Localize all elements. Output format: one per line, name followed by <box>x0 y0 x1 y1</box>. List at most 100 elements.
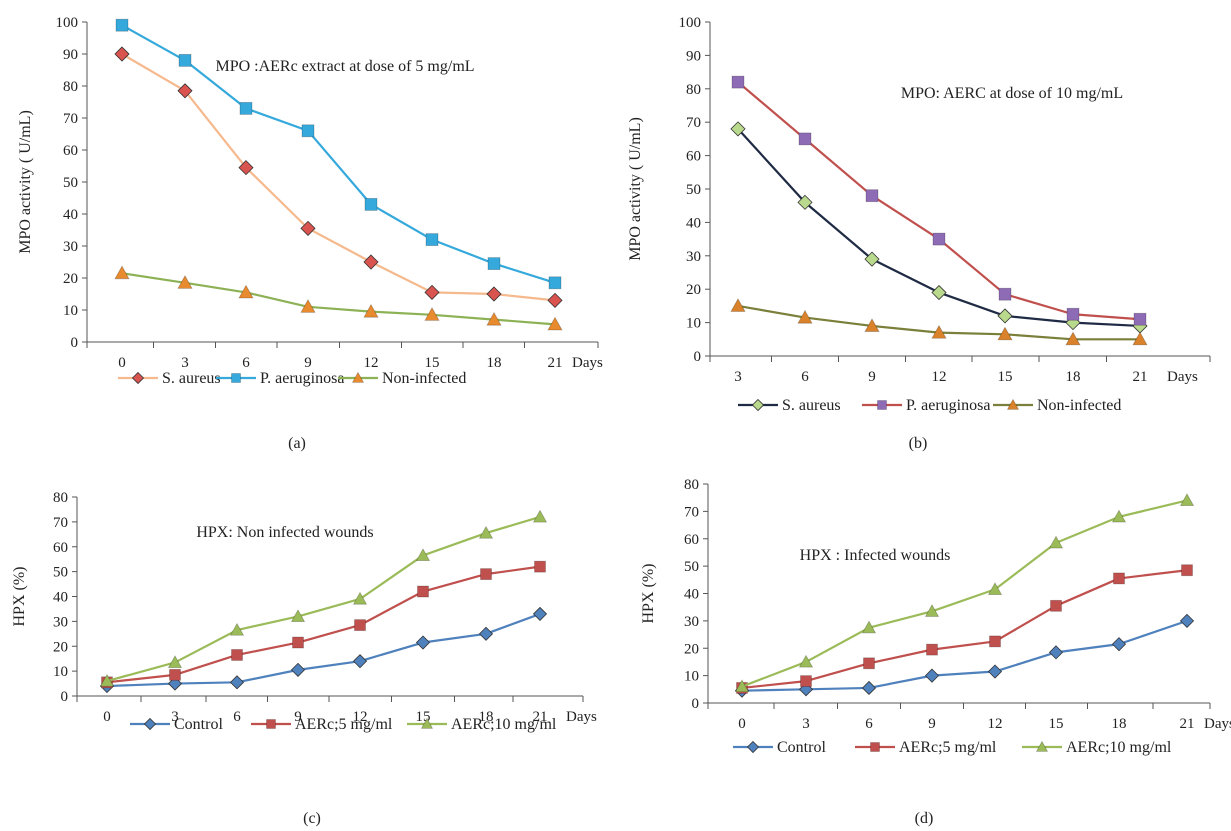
y-tick-label: 90 <box>686 48 701 64</box>
y-tick-label: 40 <box>53 590 68 606</box>
y-axis-title: MPO activity ( U/mL) <box>627 117 644 261</box>
series-line <box>121 24 556 284</box>
series-line <box>106 612 541 688</box>
legend-swatch-marker <box>1035 740 1049 752</box>
x-tick-label: 12 <box>353 709 368 725</box>
legend-entry: S. aureus <box>118 370 221 387</box>
data-point <box>548 276 562 290</box>
series-2 <box>730 298 1148 346</box>
legend-entry: P. aeruginosa <box>216 370 344 387</box>
data-point <box>1048 535 1064 549</box>
data-point <box>478 525 494 539</box>
x-tick-label: 3 <box>802 716 810 732</box>
x-tick-label: 15 <box>425 355 440 371</box>
y-tick-label: 60 <box>684 532 699 548</box>
y-tick-label: 0 <box>61 689 69 705</box>
x-tick-label: 9 <box>304 355 312 371</box>
data-point <box>178 54 192 67</box>
series-0 <box>99 606 548 694</box>
panel-label: (a) <box>288 435 306 452</box>
x-tick-label: 6 <box>865 716 873 732</box>
chart-panel-1: 0 10 20 30 40 50 60 70 80 90 100 3 6 9 12 15 18 21 Days MPO… <box>627 15 1211 452</box>
y-tick-label: 50 <box>63 175 78 191</box>
legend-label: Control <box>777 739 826 756</box>
data-point <box>292 636 304 649</box>
data-point <box>997 308 1013 324</box>
x-tick-label: 18 <box>1066 369 1081 385</box>
data-point <box>115 18 129 32</box>
series-line <box>741 499 1188 688</box>
x-tick-label: 21 <box>1180 716 1195 732</box>
legend-entry: AERc;10 mg/ml <box>1022 739 1172 756</box>
y-tick-label: 0 <box>71 335 79 351</box>
data-point <box>239 102 253 115</box>
chart-title: MPO: AERC at dose of 10 mg/mL <box>901 85 1123 102</box>
y-tick-label: 50 <box>53 565 68 581</box>
data-point <box>863 657 875 670</box>
legend-label: S. aureus <box>782 397 841 414</box>
x-tick-label: 12 <box>364 355 379 371</box>
y-tick-label: 30 <box>684 614 699 630</box>
x-axis-title: Days <box>572 355 603 371</box>
data-point <box>352 654 368 669</box>
series-line <box>741 619 1188 692</box>
data-point <box>167 655 183 669</box>
legend-label: S. aureus <box>162 370 221 387</box>
series-line <box>741 569 1188 690</box>
y-tick-label: 30 <box>63 239 78 255</box>
panel-label: (c) <box>303 810 321 827</box>
data-point <box>1179 613 1195 628</box>
y-tick-label: 30 <box>53 614 68 630</box>
y-tick-label: 100 <box>56 15 79 31</box>
data-point <box>363 303 379 318</box>
data-point <box>997 326 1013 341</box>
legend-entry: AERc;5 mg/ml <box>855 739 997 756</box>
data-point <box>1113 572 1125 585</box>
y-tick-label: 60 <box>686 149 701 165</box>
data-point <box>532 509 548 523</box>
x-tick-label: 15 <box>998 369 1013 385</box>
x-tick-label: 6 <box>233 709 241 725</box>
y-tick-label: 20 <box>686 282 701 298</box>
series-0 <box>730 121 1148 334</box>
data-point <box>730 121 746 137</box>
legend-swatch-marker <box>877 400 887 410</box>
series-1 <box>101 560 546 689</box>
y-tick-label: 50 <box>684 559 699 575</box>
x-tick-label: 9 <box>294 709 302 725</box>
data-point <box>931 324 947 339</box>
data-point <box>532 606 548 621</box>
y-tick-label: 40 <box>63 207 78 223</box>
data-point <box>300 220 316 236</box>
data-point <box>989 635 1001 648</box>
data-point <box>114 46 130 62</box>
series-line <box>121 53 556 302</box>
chart-panel-3: 0 10 20 30 40 50 60 70 80 0 3 6 9 12 15 18 21 Days HPX (%)… <box>640 477 1231 827</box>
series-line <box>737 81 1141 321</box>
x-tick-label: 3 <box>734 369 742 385</box>
y-axis-title: HPX (%) <box>640 564 657 624</box>
legend-swatch-marker <box>1006 398 1020 410</box>
y-tick-label: 20 <box>63 271 78 287</box>
data-point <box>1050 599 1062 612</box>
data-point <box>354 619 366 632</box>
data-point <box>478 626 494 641</box>
series-2 <box>114 265 563 331</box>
series-2 <box>99 509 548 687</box>
data-point <box>924 668 940 683</box>
x-tick-label: 3 <box>181 355 189 371</box>
data-point <box>352 591 368 605</box>
x-tick-label: 15 <box>1049 716 1064 732</box>
data-point <box>290 662 306 677</box>
legend-entry: AERc;10 mg/ml <box>407 716 557 733</box>
x-tick-label: 9 <box>868 369 876 385</box>
x-tick-label: 12 <box>988 716 1003 732</box>
legend-label: P. aeruginosa <box>260 370 344 387</box>
x-axis-title: Days <box>1204 716 1231 732</box>
panel-label: (d) <box>915 810 934 827</box>
y-tick-label: 70 <box>53 515 68 531</box>
data-point <box>998 287 1012 301</box>
series-1 <box>731 75 1147 326</box>
x-tick-label: 3 <box>171 709 179 725</box>
data-point <box>800 675 812 687</box>
